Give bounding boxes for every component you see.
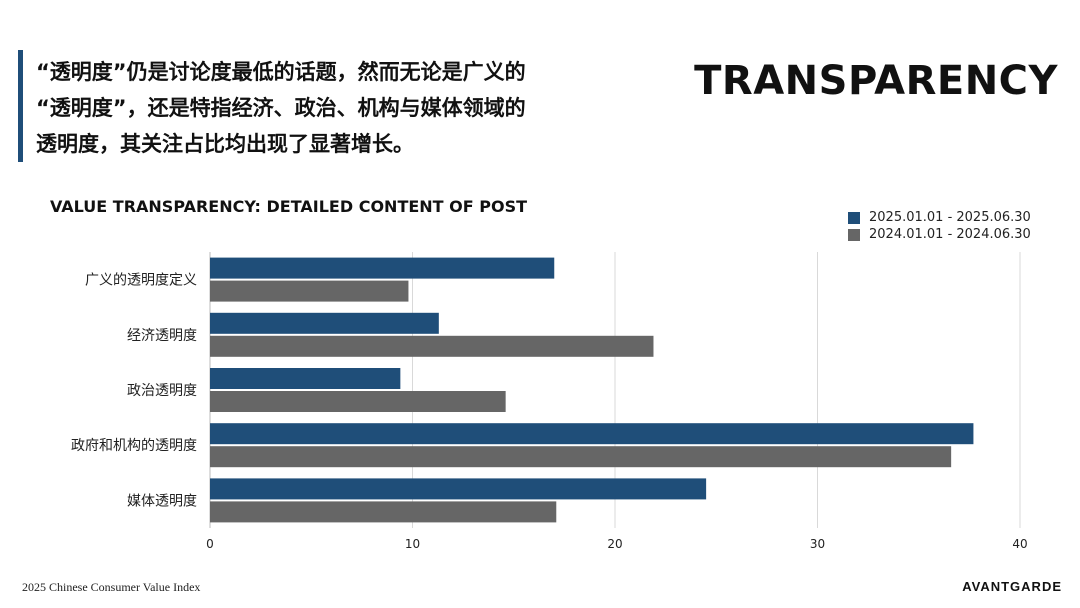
- bar-2024: [210, 280, 409, 302]
- headline-line-3: 透明度，其关注占比均出现了显著增长。: [36, 132, 414, 156]
- legend-item-2025: 2025.01.01 - 2025.06.30: [848, 209, 1031, 226]
- legend-label-2024: 2024.01.01 - 2024.06.30: [869, 227, 1031, 242]
- legend-item-2024: 2024.01.01 - 2024.06.30: [848, 226, 1031, 243]
- bar-2025: [210, 423, 974, 445]
- legend-label-2025: 2025.01.01 - 2025.06.30: [869, 210, 1031, 225]
- headline-line-2: “透明度”，还是特指经济、政治、机构与媒体领域的: [36, 96, 526, 120]
- legend-swatch-2025: [848, 211, 860, 224]
- y-category-label: 经济透明度: [127, 328, 197, 344]
- bar-2025: [210, 478, 707, 500]
- chart-legend: 2025.01.01 - 2025.06.30 2024.01.01 - 202…: [848, 209, 1031, 243]
- footer-report-name: 2025 Chinese Consumer Value Index: [22, 580, 201, 594]
- y-category-label: 政治透明度: [127, 383, 197, 399]
- footer-brand-logo: AVANTGARDE: [962, 579, 1062, 594]
- y-category-label: 广义的透明度定义: [85, 273, 197, 289]
- headline: “透明度”仍是讨论度最低的话题，然而无论是广义的 “透明度”，还是特指经济、政治…: [36, 54, 656, 162]
- x-tick-label: 40: [1012, 537, 1027, 551]
- x-tick-label: 0: [206, 537, 214, 551]
- x-tick-label: 10: [405, 537, 420, 551]
- bar-2025: [210, 368, 401, 389]
- bar-2024: [210, 446, 952, 468]
- headline-line-1: “透明度”仍是讨论度最低的话题，然而无论是广义的: [36, 60, 526, 84]
- y-category-label: 媒体透明度: [127, 493, 197, 509]
- bar-2024: [210, 391, 506, 412]
- bar-2025: [210, 312, 439, 334]
- accent-bar: [18, 50, 23, 162]
- x-tick-label: 30: [810, 537, 825, 551]
- y-category-label: 政府和机构的透明度: [71, 438, 197, 454]
- chart-title: VALUE TRANSPARENCY: DETAILED CONTENT OF …: [50, 197, 528, 216]
- section-title: TRANSPARENCY: [694, 58, 1058, 104]
- x-tick-label: 20: [607, 537, 622, 551]
- bar-2025: [210, 257, 555, 279]
- bar-2024: [210, 335, 654, 357]
- legend-swatch-2024: [848, 228, 860, 241]
- bar-2024: [210, 501, 557, 523]
